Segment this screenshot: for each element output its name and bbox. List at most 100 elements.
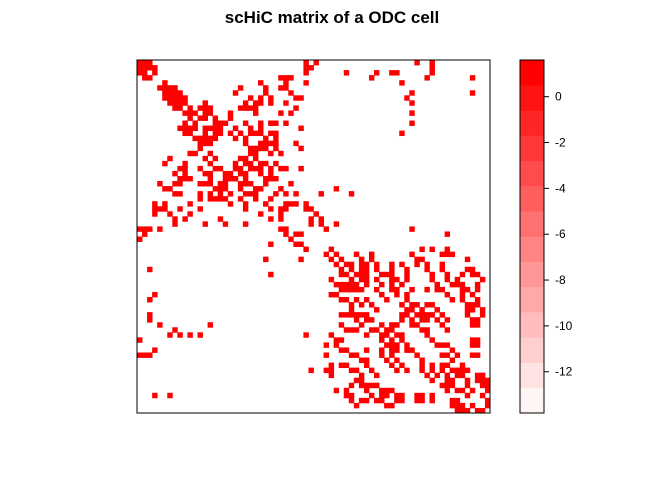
heatmap-cell <box>343 347 350 353</box>
heatmap-cell <box>212 120 219 126</box>
heatmap-cell <box>152 206 158 212</box>
heatmap-cell <box>389 362 395 369</box>
heatmap-cell <box>283 100 289 106</box>
heatmap-cell <box>247 125 254 131</box>
heatmap-cell <box>147 317 153 323</box>
heatmap-cell <box>303 65 309 71</box>
heatmap-cell <box>338 322 345 328</box>
heatmap-cell <box>404 307 410 313</box>
heatmap-cell <box>167 100 173 106</box>
heatmap-cell <box>374 382 380 389</box>
heatmap-cell <box>469 337 476 343</box>
heatmap-cell <box>368 382 375 389</box>
heatmap-cell <box>358 266 365 273</box>
heatmap-cell <box>263 181 269 187</box>
heatmap-cell <box>363 387 370 394</box>
heatmap-cell <box>409 90 415 96</box>
heatmap-cell <box>293 201 299 207</box>
heatmap-cell <box>197 191 203 197</box>
heatmap-cell <box>363 281 370 288</box>
heatmap-cell <box>182 130 188 137</box>
heatmap-cell <box>172 95 178 101</box>
heatmap-cell <box>268 120 274 126</box>
heatmap-cell <box>363 347 370 353</box>
heatmap-cell <box>187 332 193 338</box>
heatmap-cell <box>252 186 259 192</box>
heatmap-cell <box>192 125 198 131</box>
heatmap-cell <box>298 241 304 247</box>
heatmap-cell <box>368 367 375 374</box>
heatmap-cell <box>384 327 390 333</box>
legend-band <box>520 312 544 338</box>
heatmap-cell <box>182 216 188 222</box>
heatmap-cell <box>333 291 340 298</box>
heatmap-cell <box>172 85 178 91</box>
heatmap-cell <box>394 332 400 338</box>
heatmap-cell <box>424 317 430 323</box>
heatmap-cell <box>152 70 158 76</box>
heatmap-cell <box>449 367 456 374</box>
plot-frame <box>136 59 491 414</box>
heatmap-cell <box>202 100 208 106</box>
heatmap-cell <box>242 191 249 197</box>
heatmap-cell <box>389 281 395 288</box>
heatmap-cell <box>434 317 440 323</box>
heatmap-cell <box>419 317 425 323</box>
heatmap-cell <box>197 135 203 142</box>
heatmap-cell <box>227 130 234 137</box>
heatmap-cell <box>318 191 324 197</box>
heatmap-cell <box>374 261 380 268</box>
heatmap-cell <box>217 216 224 222</box>
heatmap-cell <box>222 221 229 227</box>
heatmap-cell <box>187 105 193 111</box>
heatmap-cell <box>293 231 299 237</box>
heatmap-cell <box>237 196 244 202</box>
heatmap-cell <box>464 407 471 414</box>
heatmap-cell <box>252 196 259 202</box>
heatmap-cell <box>484 397 491 404</box>
heatmap-cell <box>187 125 193 131</box>
heatmap-cell <box>172 327 178 333</box>
heatmap-cell <box>404 342 410 348</box>
heatmap-cell <box>429 276 435 283</box>
heatmap-cell <box>207 181 214 187</box>
heatmap-cell <box>167 332 173 338</box>
heatmap-cell <box>232 160 239 167</box>
color-legend: 0 -2 -4 -6 -8 -10 -12 <box>519 59 573 414</box>
heatmap-cell <box>449 397 456 404</box>
legend-band <box>520 261 544 288</box>
heatmap-cell <box>288 90 294 96</box>
heatmap-cell <box>217 130 224 137</box>
heatmap-cell <box>142 60 148 66</box>
heatmap-cell <box>429 302 435 308</box>
heatmap-cell <box>459 286 466 293</box>
heatmap-cell <box>389 352 395 358</box>
heatmap-cell <box>137 236 143 242</box>
heatmap-cell <box>338 286 345 293</box>
heatmap-cell <box>429 65 435 71</box>
heatmap-cell <box>414 312 420 318</box>
heatmap-cell <box>273 120 279 126</box>
heatmap-cell <box>202 155 208 162</box>
heatmap-cell <box>263 160 269 167</box>
heatmap-cell <box>192 120 198 126</box>
heatmap-cell <box>288 201 294 207</box>
heatmap-cell <box>207 105 214 111</box>
heatmap-cell <box>404 291 410 298</box>
heatmap-cell <box>333 221 340 227</box>
heatmap-cell <box>177 105 183 111</box>
heatmap-cell <box>167 85 173 91</box>
heatmap-cell <box>142 231 148 237</box>
heatmap-cell <box>394 276 400 283</box>
heatmap-cell <box>167 90 173 96</box>
heatmap-cell <box>374 286 380 293</box>
heatmap-cell <box>363 397 370 404</box>
heatmap-cell <box>338 271 345 278</box>
heatmap-cell <box>444 362 451 369</box>
heatmap-cell <box>358 322 365 328</box>
heatmap-cell <box>353 286 360 293</box>
heatmap-cell <box>479 377 486 384</box>
heatmap-cell <box>394 342 400 348</box>
heatmap-cell <box>414 392 420 399</box>
heatmap-cell <box>348 382 355 389</box>
